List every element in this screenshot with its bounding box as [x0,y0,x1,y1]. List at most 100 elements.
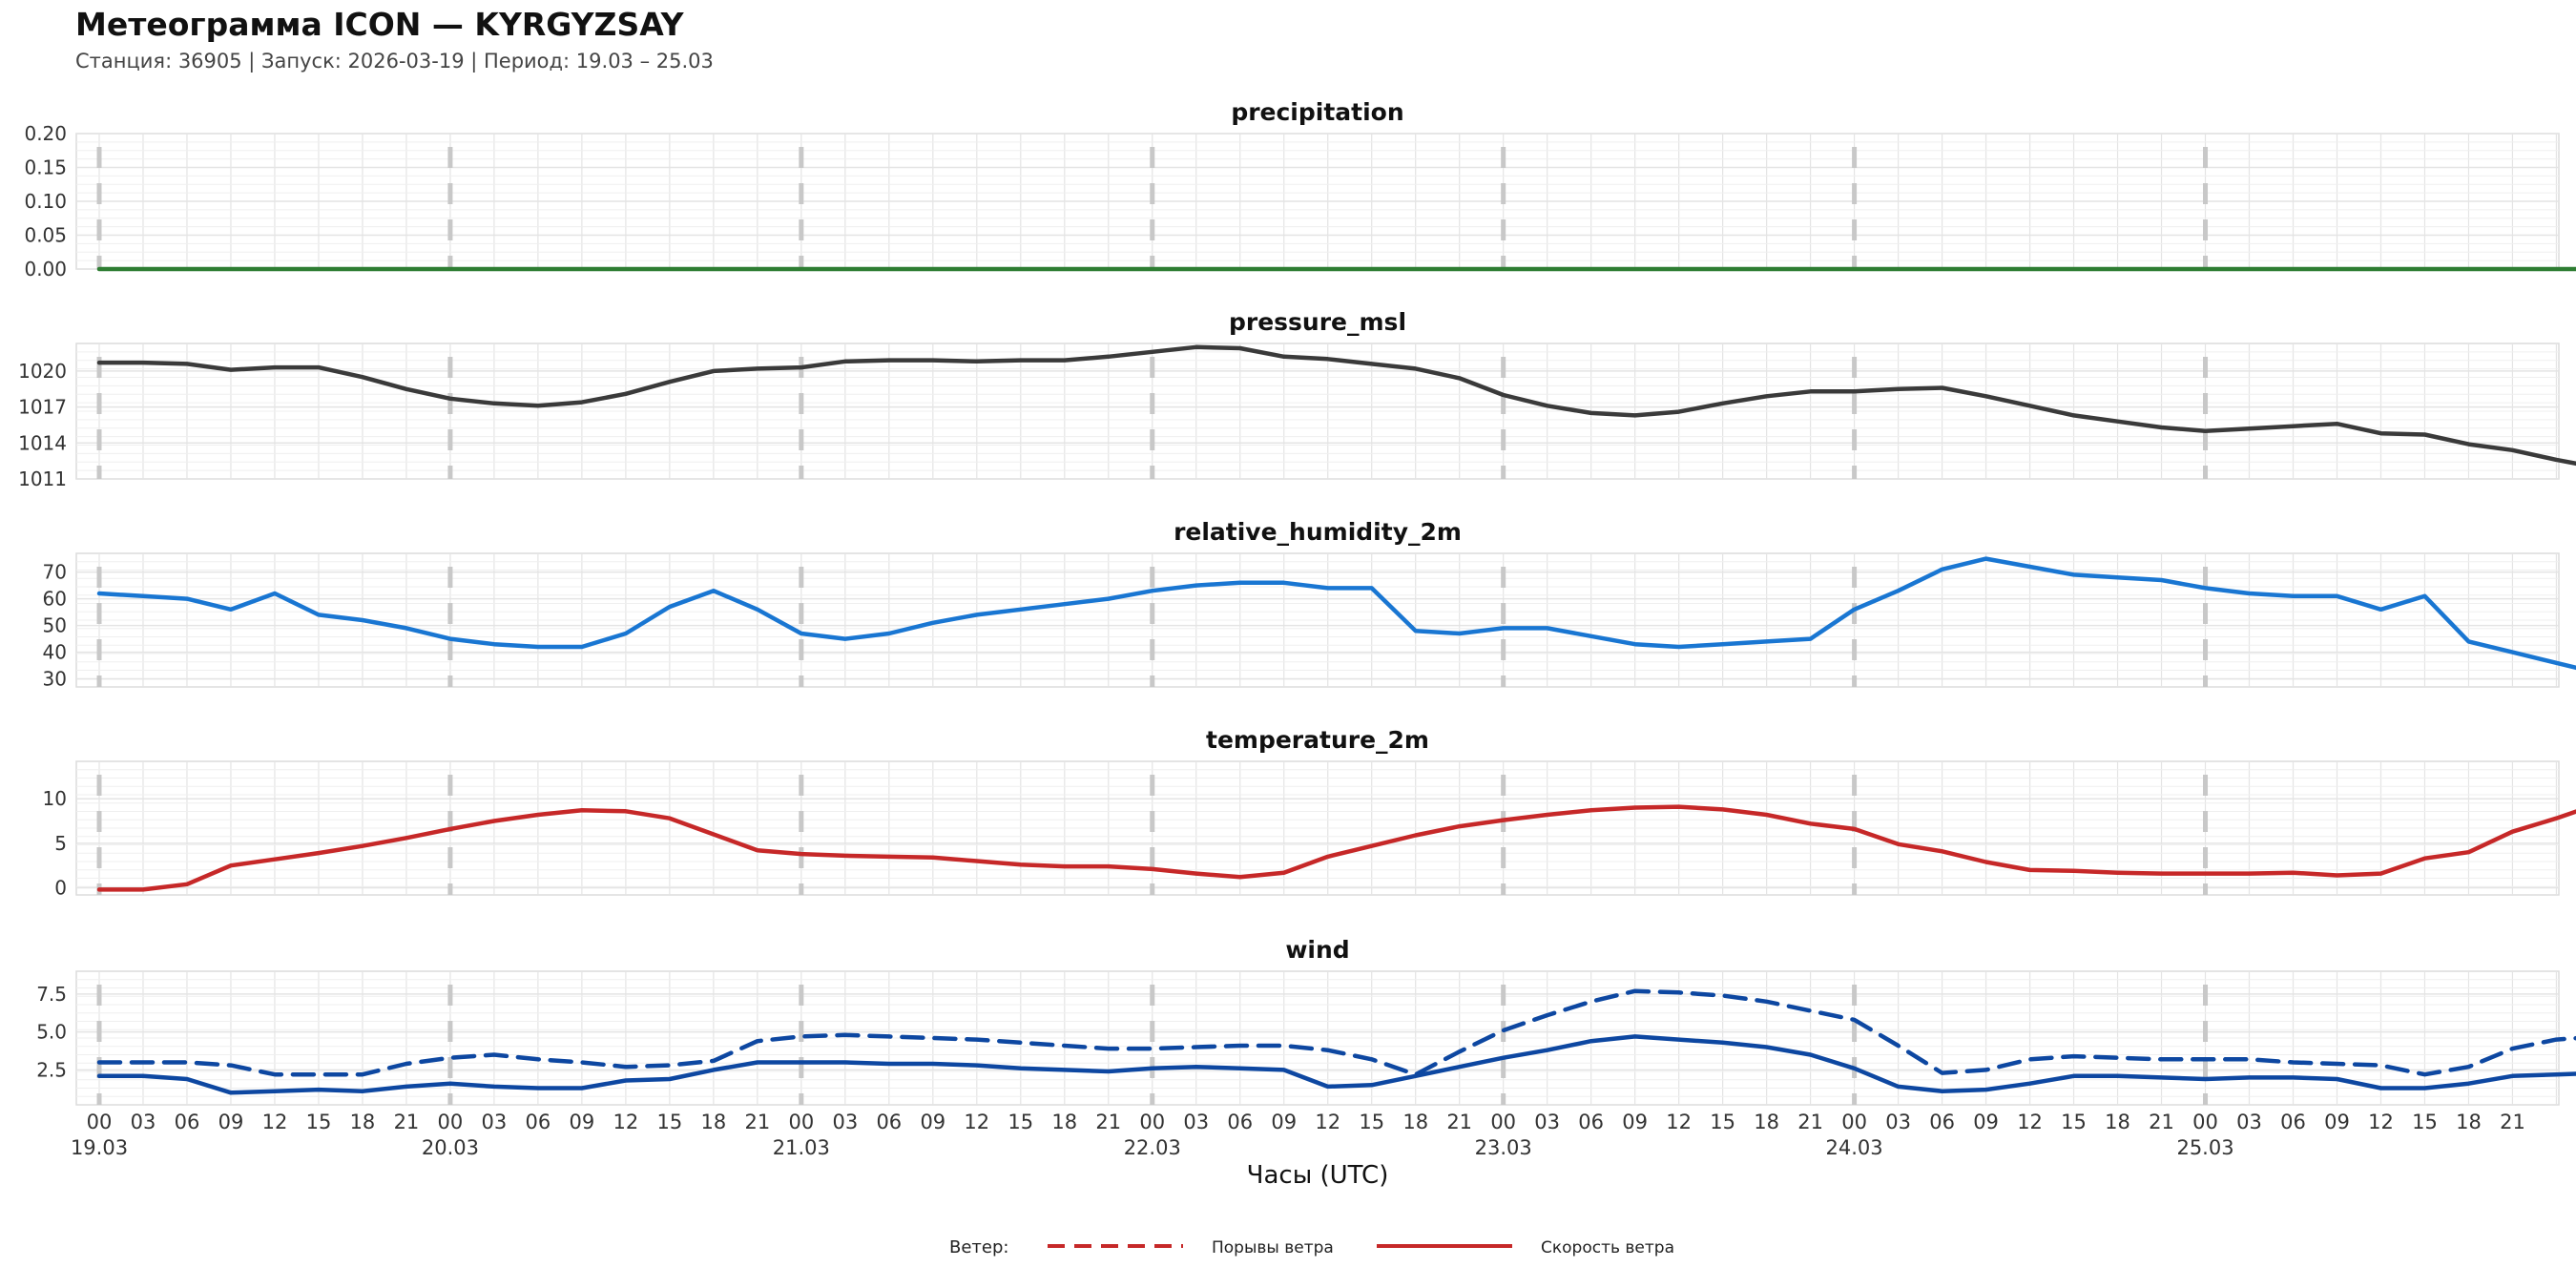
x-hour-label: 06 [1227,1111,1253,1133]
x-hour-label: 09 [570,1111,595,1133]
pressure-line [96,344,2576,467]
x-hour-label: 09 [218,1111,244,1133]
y-tick-label: 10 [43,787,67,810]
legend-speed-label: Скорость ветра [1541,1238,1674,1257]
temperature-panel: 0 5 10 temperature_2m [43,726,2576,900]
y-tick-label: 5.0 [36,1021,67,1044]
legend-gust-label: Порывы ветра [1212,1238,1334,1257]
wind-legend: Ветер: Порывы ветра Скорость ветра [949,1237,1674,1257]
x-axis-title: Часы (UTC) [1247,1161,1389,1190]
x-hour-label: 21 [1797,1111,1823,1133]
precipitation-panel-title: precipitation [1231,98,1403,126]
y-tick-label: 1011 [18,467,67,490]
x-hour-label: 00 [438,1111,464,1133]
x-hour-label: 12 [1666,1111,1692,1133]
y-tick-label: 0 [54,877,67,900]
x-hour-label: 06 [1929,1111,1955,1133]
x-date-label: 25.03 [2176,1136,2233,1159]
y-tick-label: 50 [43,614,67,637]
x-hour-label: 18 [700,1111,726,1133]
x-hour-label: 12 [2017,1111,2043,1133]
wind-speed-line [96,1034,2576,1095]
x-hour-label: 21 [2149,1111,2174,1133]
x-hour-label: 09 [1622,1111,1648,1133]
temperature-panel-title: temperature_2m [1206,726,1429,754]
x-hour-label: 00 [788,1111,814,1133]
precipitation-panel: 0.00 0.05 0.10 0.15 0.20 precipitation [24,98,2576,280]
page-title: Метеограмма ICON — KYRGYZSAY [75,6,684,43]
x-hour-label: 06 [876,1111,902,1133]
x-date-label: 22.03 [1124,1136,1181,1159]
wind-gust-line [96,988,2576,1077]
x-hour-label: 09 [2324,1111,2350,1133]
humidity-panel: 30 40 50 60 70 relative_humidity_2m [43,518,2576,691]
y-tick-label: 0.00 [24,258,67,280]
x-hour-label: 15 [306,1111,332,1133]
x-hour-label: 03 [131,1111,156,1133]
x-hour-label: 15 [1710,1111,1735,1133]
y-tick-label: 0.20 [24,122,67,145]
x-hour-label: 03 [1183,1111,1209,1133]
wind-panel-title: wind [1285,936,1349,964]
x-date-label: 21.03 [773,1136,830,1159]
x-hour-label: 18 [2456,1111,2482,1133]
y-tick-label: 30 [43,668,67,691]
x-hour-label: 15 [2061,1111,2087,1133]
y-tick-label: 7.5 [36,983,67,1006]
x-hour-label: 18 [2105,1111,2130,1133]
x-hour-label: 03 [1885,1111,1911,1133]
x-hour-label: 15 [1008,1111,1033,1133]
x-hour-label: 12 [262,1111,288,1133]
y-tick-label: 0.05 [24,224,67,247]
x-hour-label: 09 [1973,1111,1999,1133]
x-hour-label: 00 [2192,1111,2218,1133]
x-hour-label: 21 [2500,1111,2525,1133]
x-hour-label: 03 [482,1111,508,1133]
x-hour-label: 03 [832,1111,858,1133]
x-hour-label: 06 [175,1111,200,1133]
y-tick-label: 70 [43,561,67,584]
y-tick-label: 1014 [18,431,67,454]
y-tick-label: 1017 [18,396,67,419]
humidity-line [96,556,2576,671]
x-hour-label: 18 [1051,1111,1077,1133]
x-hour-label: 21 [1095,1111,1121,1133]
pressure-panel-title: pressure_msl [1229,308,1406,336]
x-hour-label: 00 [87,1111,113,1133]
x-hour-label: 18 [350,1111,376,1133]
x-hour-label: 15 [2412,1111,2438,1133]
legend-title: Ветер: [949,1237,1008,1257]
x-hour-label: 12 [613,1111,639,1133]
wind-panel: 2.5 5.0 7.5 wind [36,936,2576,1106]
x-hour-label: 06 [1578,1111,1604,1133]
x-hour-label: 15 [1359,1111,1384,1133]
x-hour-label: 00 [1841,1111,1867,1133]
x-hour-label: 12 [2368,1111,2394,1133]
x-hour-label: 00 [1139,1111,1165,1133]
y-tick-label: 40 [43,641,67,664]
y-tick-label: 0.10 [24,190,67,213]
pressure-panel: 1011 1014 1017 1020 pressure_msl [18,308,2576,490]
y-tick-label: 0.15 [24,156,67,179]
y-tick-label: 60 [43,588,67,611]
x-hour-label: 21 [394,1111,420,1133]
x-hour-label: 03 [1534,1111,1560,1133]
x-hour-label: 21 [744,1111,770,1133]
x-hour-label: 15 [657,1111,683,1133]
x-hour-label: 21 [1446,1111,1472,1133]
temperature-line [96,804,2576,892]
x-hour-label: 06 [2280,1111,2306,1133]
x-hour-label: 09 [920,1111,945,1133]
x-hour-label: 06 [526,1111,551,1133]
x-hour-label: 09 [1271,1111,1297,1133]
y-tick-label: 2.5 [36,1058,67,1081]
humidity-panel-title: relative_humidity_2m [1174,518,1462,546]
x-date-label: 20.03 [422,1136,479,1159]
x-hour-label: 18 [1402,1111,1428,1133]
x-date-label: 19.03 [71,1136,128,1159]
y-tick-label: 5 [54,832,67,855]
x-hour-label: 18 [1754,1111,1779,1133]
x-hour-label: 03 [2236,1111,2262,1133]
x-hour-label: 12 [1315,1111,1340,1133]
